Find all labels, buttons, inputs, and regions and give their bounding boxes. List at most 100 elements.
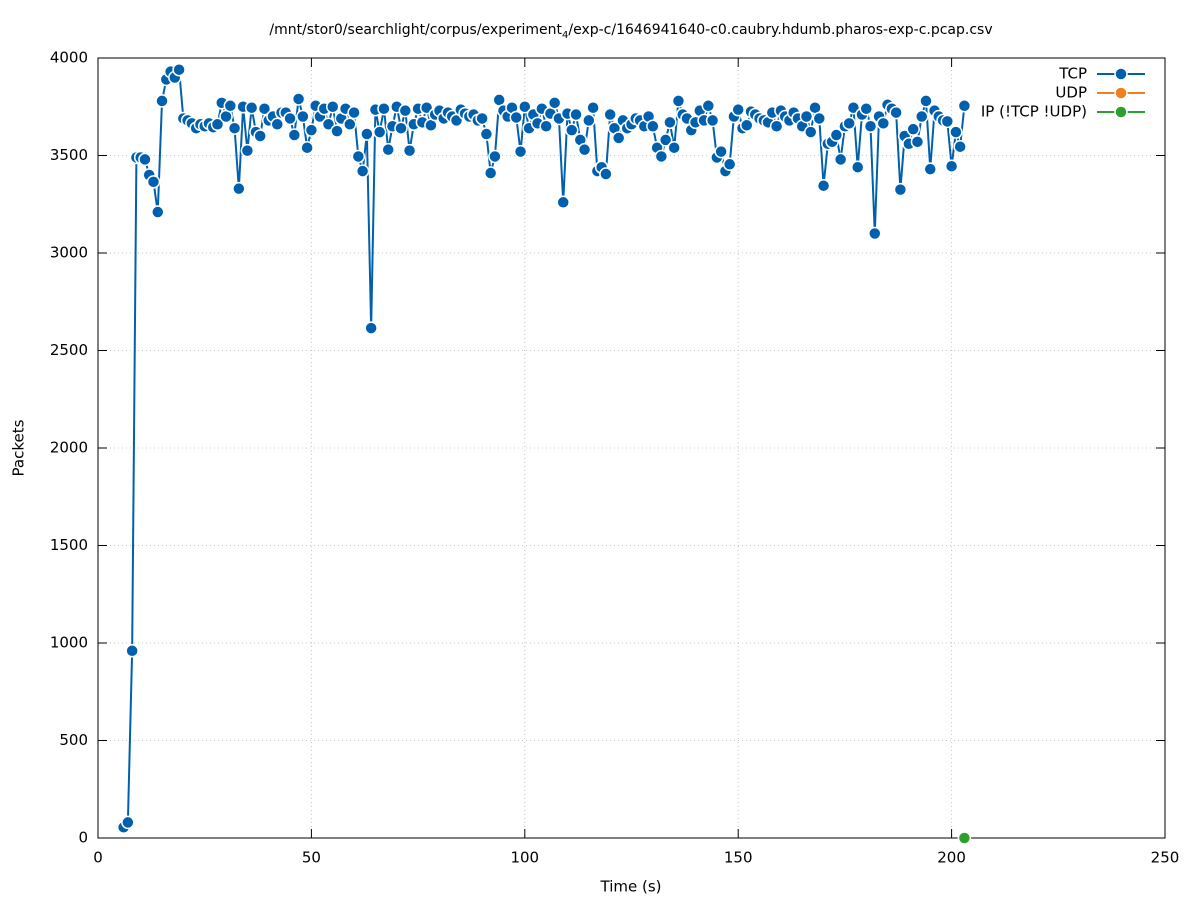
data-point bbox=[876, 116, 891, 131]
data-point bbox=[518, 100, 532, 114]
data-point bbox=[906, 122, 920, 136]
data-point bbox=[859, 101, 873, 116]
y-axis-label: Packets bbox=[10, 419, 28, 476]
data-point bbox=[483, 166, 498, 180]
title-subscript: 4 bbox=[562, 30, 568, 41]
x-tick-label: 50 bbox=[302, 849, 321, 867]
legend-marker bbox=[1114, 105, 1128, 119]
data-point bbox=[599, 167, 613, 181]
title-part: /exp-c/1646941640-c0.caubry.hdumb.pharos… bbox=[568, 22, 992, 38]
data-point bbox=[227, 121, 242, 135]
chart-title: /mnt/stor0/searchlight/corpus/experiment… bbox=[269, 22, 992, 41]
data-point bbox=[325, 100, 340, 114]
data-point bbox=[586, 100, 600, 115]
y-tick-label: 2000 bbox=[50, 439, 88, 457]
data-point bbox=[223, 99, 238, 113]
data-point bbox=[172, 62, 186, 77]
data-point bbox=[953, 139, 967, 154]
data-point bbox=[833, 152, 848, 167]
data-point bbox=[343, 117, 357, 132]
data-point bbox=[291, 92, 306, 106]
x-tick-label: 0 bbox=[93, 849, 103, 867]
data-point bbox=[283, 111, 297, 126]
legend-marker bbox=[1114, 86, 1128, 100]
data-point bbox=[296, 109, 310, 124]
x-axis-label: Time (s) bbox=[600, 878, 662, 896]
data-point bbox=[372, 125, 387, 139]
data-point bbox=[244, 100, 259, 115]
data-point bbox=[812, 111, 827, 126]
y-tick-label: 1500 bbox=[50, 536, 88, 554]
data-point bbox=[816, 178, 831, 193]
data-point bbox=[923, 162, 938, 176]
data-point bbox=[739, 118, 754, 133]
data-point bbox=[663, 115, 677, 130]
data-point bbox=[658, 133, 673, 147]
data-point bbox=[287, 128, 302, 142]
data-point bbox=[957, 99, 972, 113]
data-point bbox=[646, 119, 660, 133]
data-point bbox=[889, 105, 903, 120]
data-point bbox=[381, 142, 395, 157]
data-point bbox=[488, 149, 502, 164]
data-point bbox=[270, 117, 285, 132]
data-point bbox=[556, 195, 570, 210]
data-point bbox=[863, 119, 878, 133]
data-point bbox=[364, 321, 378, 335]
legend-label: IP (!TCP !UDP) bbox=[981, 103, 1087, 121]
x-tick-label: 250 bbox=[1151, 849, 1180, 867]
plot-border bbox=[97, 57, 1166, 839]
data-point bbox=[151, 205, 165, 219]
data-point bbox=[944, 159, 959, 173]
data-point bbox=[569, 107, 583, 122]
data-point bbox=[611, 131, 626, 145]
data-point bbox=[402, 143, 417, 158]
x-tick-label: 200 bbox=[937, 849, 966, 867]
data-point bbox=[360, 127, 374, 141]
data-point bbox=[804, 125, 818, 139]
data-point bbox=[714, 144, 728, 159]
data-point bbox=[347, 105, 361, 120]
data-point bbox=[671, 94, 686, 108]
data-point bbox=[398, 103, 413, 118]
data-point bbox=[377, 101, 391, 116]
y-tick-label: 0 bbox=[78, 829, 88, 847]
data-point bbox=[829, 128, 844, 142]
data-point bbox=[654, 149, 669, 164]
data-point bbox=[701, 99, 716, 113]
data-point bbox=[722, 157, 737, 172]
y-tick-label: 1000 bbox=[50, 634, 88, 652]
data-point bbox=[868, 226, 882, 241]
data-point bbox=[125, 644, 139, 658]
data-point bbox=[910, 135, 925, 149]
data-point bbox=[351, 149, 366, 164]
data-point bbox=[394, 121, 408, 135]
legend-label: UDP bbox=[1055, 84, 1087, 102]
data-point bbox=[577, 142, 592, 157]
data-point bbox=[949, 125, 963, 139]
data-point bbox=[919, 94, 933, 108]
data-point bbox=[603, 107, 617, 122]
data-point bbox=[842, 116, 856, 131]
y-tick-label: 4000 bbox=[50, 49, 88, 67]
data-point bbox=[240, 143, 255, 158]
data-point bbox=[914, 109, 929, 124]
data-point bbox=[731, 102, 745, 117]
data-point bbox=[547, 96, 562, 110]
y-tick-label: 500 bbox=[59, 731, 88, 749]
data-point bbox=[705, 113, 720, 128]
data-point bbox=[850, 160, 865, 174]
legend-marker bbox=[1114, 67, 1128, 81]
x-tick-label: 150 bbox=[724, 849, 753, 867]
y-tick-label: 2500 bbox=[50, 341, 88, 359]
data-point bbox=[582, 113, 596, 128]
data-point bbox=[893, 182, 908, 197]
data-point bbox=[232, 181, 246, 196]
data-point bbox=[564, 123, 579, 137]
data-point bbox=[257, 101, 272, 116]
data-point bbox=[769, 119, 784, 133]
data-point bbox=[475, 111, 489, 126]
data-point bbox=[304, 123, 319, 137]
data-point bbox=[155, 94, 169, 108]
